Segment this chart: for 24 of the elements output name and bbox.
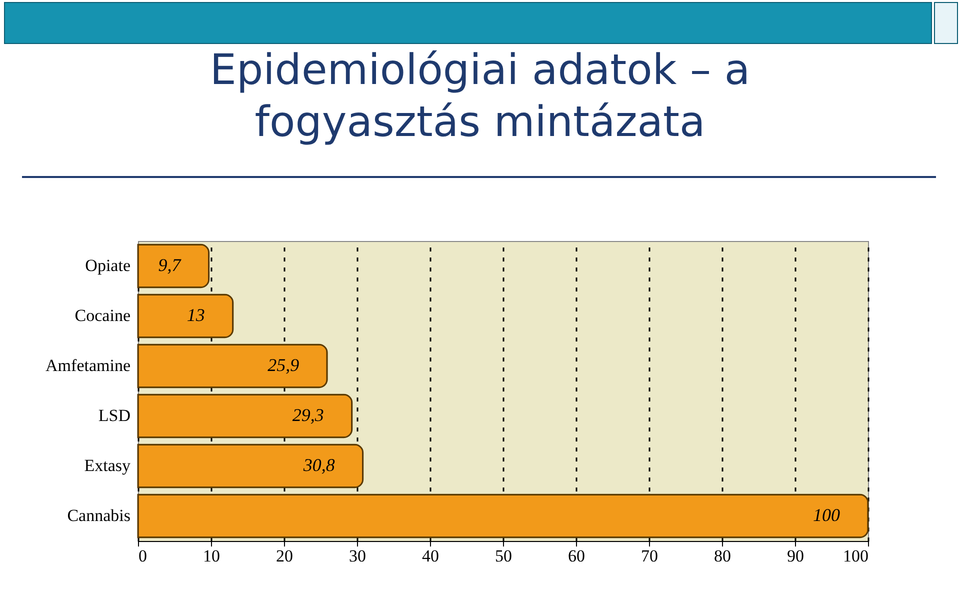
- x-tick-label: 30: [349, 546, 366, 566]
- y-tick-label: LSD: [98, 406, 130, 425]
- data-label: 25,9: [268, 355, 300, 375]
- data-label: 100: [813, 505, 840, 525]
- x-tick-label: 100: [843, 546, 868, 566]
- x-tick-label: 80: [714, 546, 731, 566]
- y-tick-label: Cannabis: [67, 506, 130, 525]
- x-tick-label: 70: [641, 546, 658, 566]
- data-label: 29,3: [292, 405, 324, 425]
- x-tick-label: 60: [568, 546, 585, 566]
- y-tick-label: Extasy: [84, 456, 131, 475]
- x-tick-label: 40: [422, 546, 439, 566]
- x-tick-label: 10: [203, 546, 220, 566]
- data-label: 13: [186, 305, 205, 325]
- y-tick-label: Opiate: [85, 256, 130, 275]
- y-tick-label: Cocaine: [74, 306, 130, 325]
- x-tick-label: 90: [787, 546, 804, 566]
- data-label: 9,7: [158, 255, 182, 275]
- chart-title: Epidemiológiai adatok – a fogyasztás mintázata: [208, 44, 752, 148]
- y-tick-label: Amfetamine: [46, 356, 130, 375]
- x-tick-label: 20: [276, 546, 293, 566]
- x-tick-label: 0: [138, 546, 147, 566]
- data-label: 30,8: [302, 455, 335, 475]
- x-tick-label: 50: [495, 546, 512, 566]
